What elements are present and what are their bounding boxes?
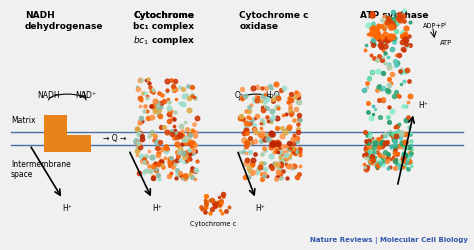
Text: Intermembrane
space: Intermembrane space xyxy=(11,160,71,179)
Text: H⁺: H⁺ xyxy=(152,204,162,213)
Text: Cytochrome c
oxidase: Cytochrome c oxidase xyxy=(239,11,309,31)
Text: NADH
dehydrogenase: NADH dehydrogenase xyxy=(25,11,103,31)
Text: Cytochrome
bc₁ complex: Cytochrome bc₁ complex xyxy=(133,11,194,31)
FancyBboxPatch shape xyxy=(44,135,91,152)
Text: Cytochrome: Cytochrome xyxy=(133,11,194,31)
Text: Cytochrome c: Cytochrome c xyxy=(191,222,237,228)
Text: H⁺: H⁺ xyxy=(63,204,73,213)
Text: NAD⁺: NAD⁺ xyxy=(76,91,97,100)
Text: ADP+Pᴵ: ADP+Pᴵ xyxy=(423,23,447,29)
Text: ATP: ATP xyxy=(439,40,452,46)
Text: ATP synthase: ATP synthase xyxy=(359,11,428,20)
Text: H⁺: H⁺ xyxy=(419,101,428,110)
Text: → Q →: → Q → xyxy=(103,134,126,143)
Text: O₂: O₂ xyxy=(235,91,244,100)
Text: H⁺: H⁺ xyxy=(255,204,265,213)
Text: NADH: NADH xyxy=(37,91,60,100)
Text: H₂O: H₂O xyxy=(265,91,280,100)
Text: Matrix: Matrix xyxy=(11,116,36,125)
FancyBboxPatch shape xyxy=(44,115,67,140)
Text: Nature Reviews | Molecular Cell Biology: Nature Reviews | Molecular Cell Biology xyxy=(310,237,468,244)
Text: $bc_1$ complex: $bc_1$ complex xyxy=(133,34,196,46)
